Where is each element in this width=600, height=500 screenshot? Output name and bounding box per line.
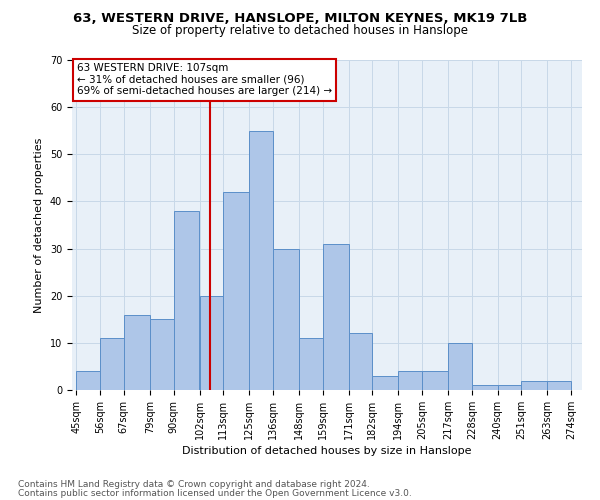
Bar — [100, 338, 124, 390]
Bar — [223, 192, 249, 390]
Bar — [199, 296, 223, 390]
Bar — [299, 338, 323, 390]
Bar — [448, 343, 472, 390]
Bar — [422, 371, 448, 390]
Text: 63 WESTERN DRIVE: 107sqm
← 31% of detached houses are smaller (96)
69% of semi-d: 63 WESTERN DRIVE: 107sqm ← 31% of detach… — [77, 64, 332, 96]
Text: Size of property relative to detached houses in Hanslope: Size of property relative to detached ho… — [132, 24, 468, 37]
Bar — [373, 376, 398, 390]
Bar — [547, 380, 571, 390]
Bar — [249, 130, 273, 390]
Text: Contains public sector information licensed under the Open Government Licence v3: Contains public sector information licen… — [18, 488, 412, 498]
Bar — [498, 386, 521, 390]
Y-axis label: Number of detached properties: Number of detached properties — [34, 138, 44, 312]
Text: Contains HM Land Registry data © Crown copyright and database right 2024.: Contains HM Land Registry data © Crown c… — [18, 480, 370, 489]
Bar — [349, 334, 373, 390]
Bar — [472, 386, 498, 390]
Text: 63, WESTERN DRIVE, HANSLOPE, MILTON KEYNES, MK19 7LB: 63, WESTERN DRIVE, HANSLOPE, MILTON KEYN… — [73, 12, 527, 26]
Bar — [150, 320, 173, 390]
Bar — [398, 371, 422, 390]
Bar — [173, 211, 199, 390]
Bar — [323, 244, 349, 390]
Bar — [124, 314, 150, 390]
Bar — [521, 380, 547, 390]
Bar — [273, 248, 299, 390]
X-axis label: Distribution of detached houses by size in Hanslope: Distribution of detached houses by size … — [182, 446, 472, 456]
Bar — [76, 371, 100, 390]
